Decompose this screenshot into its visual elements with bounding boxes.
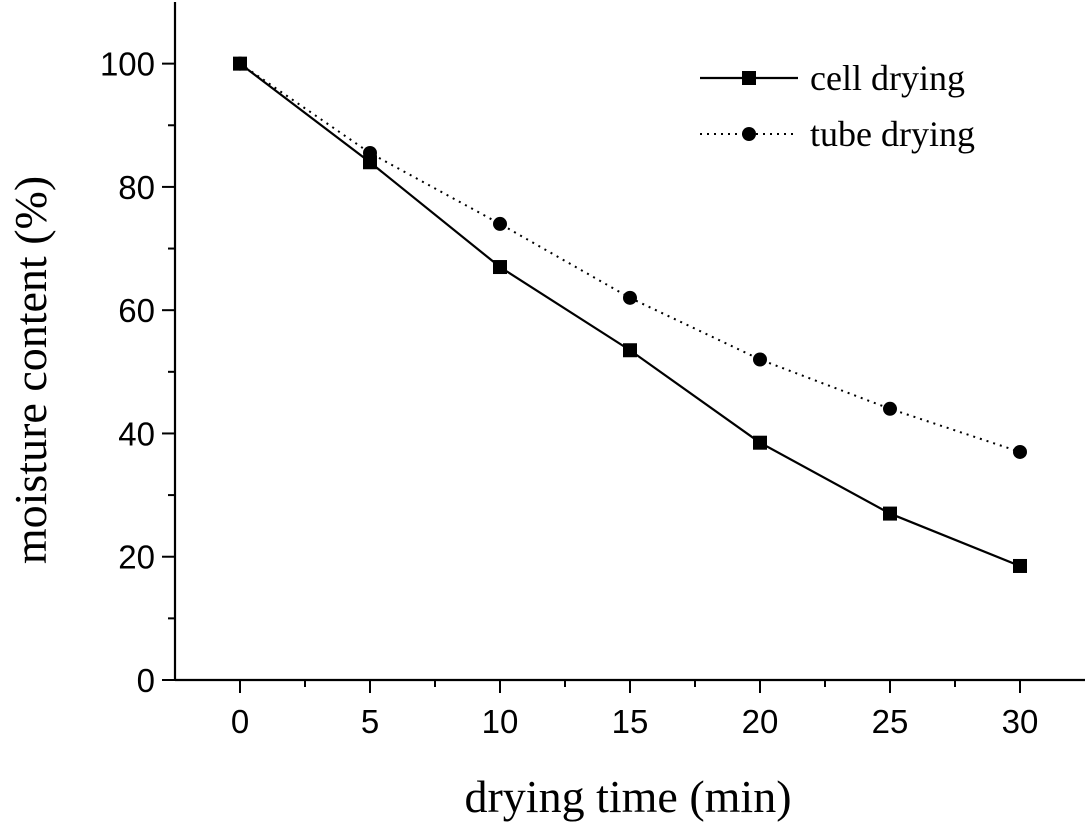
- x-tick-label: 25: [872, 703, 909, 740]
- series-cell-drying: [233, 56, 1027, 573]
- data-point-tube-drying: [1013, 444, 1027, 459]
- x-tick-label: 10: [482, 703, 519, 740]
- x-tick-label: 15: [612, 703, 649, 740]
- series-layer: [233, 56, 1027, 573]
- data-point-cell-drying: [363, 155, 377, 170]
- legend-marker-cell-drying: [742, 71, 756, 85]
- legend-marker-tube-drying: [742, 127, 756, 141]
- data-point-tube-drying: [753, 352, 767, 367]
- x-axis-title: drying time (min): [464, 771, 791, 822]
- ticks: 0 5 10 15 20 25 30 0 20 40 60 80 100: [100, 46, 1038, 740]
- y-tick-label: 0: [137, 662, 155, 699]
- legend-label-tube-drying: tube drying: [810, 114, 975, 154]
- data-point-tube-drying: [493, 216, 507, 231]
- x-tick-label: 20: [742, 703, 779, 740]
- legend-label-cell-drying: cell drying: [810, 58, 965, 98]
- data-point-cell-drying: [1013, 558, 1027, 573]
- data-point-cell-drying: [233, 56, 247, 71]
- data-point-cell-drying: [753, 435, 767, 450]
- legend: cell drying tube drying: [700, 58, 975, 154]
- x-tick-label: 5: [361, 703, 379, 740]
- data-point-cell-drying: [883, 506, 897, 521]
- x-tick-label: 0: [231, 703, 249, 740]
- y-tick-label: 80: [118, 169, 155, 206]
- y-tick-label: 20: [118, 539, 155, 576]
- data-point-tube-drying: [883, 401, 897, 416]
- x-tick-label: 30: [1002, 703, 1039, 740]
- y-tick-label: 40: [118, 415, 155, 452]
- data-point-cell-drying: [493, 260, 507, 275]
- data-point-tube-drying: [623, 290, 637, 305]
- y-axis-title: moisture content (%): [5, 176, 56, 564]
- data-point-cell-drying: [623, 343, 637, 358]
- y-tick-label: 60: [118, 292, 155, 329]
- y-tick-label: 100: [100, 46, 155, 83]
- axes: [173, 2, 1085, 682]
